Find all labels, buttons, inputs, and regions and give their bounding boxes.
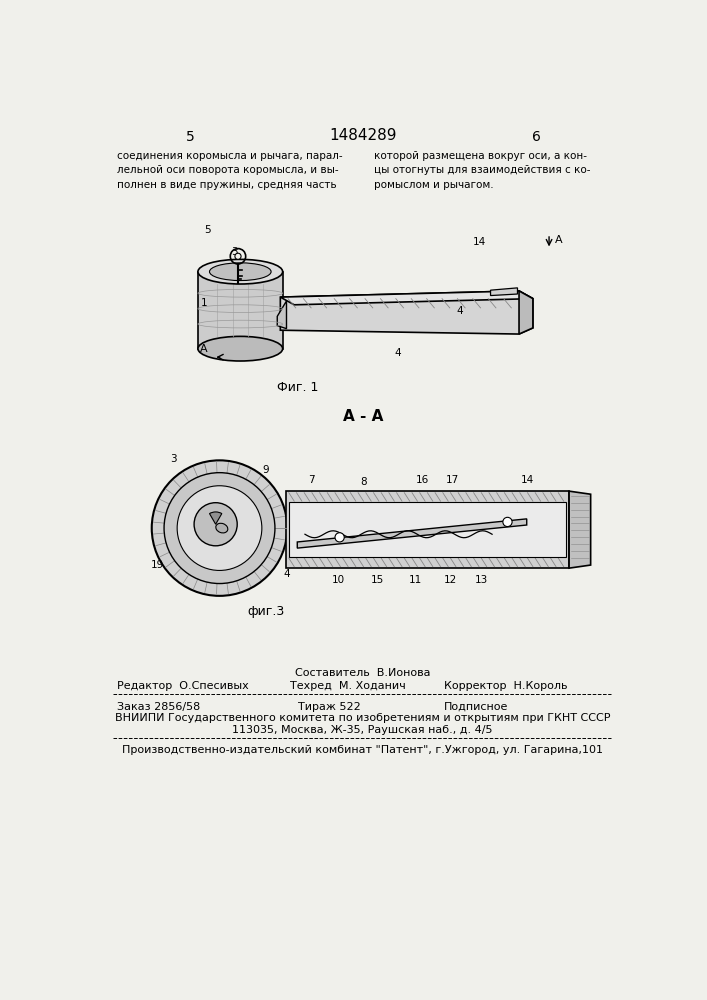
Text: 13: 13	[474, 575, 488, 585]
Polygon shape	[277, 301, 286, 329]
Text: Корректор  Н.Король: Корректор Н.Король	[444, 681, 568, 691]
Text: 19: 19	[151, 560, 165, 570]
Polygon shape	[297, 519, 527, 548]
Text: ВНИИПИ Государственного комитета по изобретениям и открытиям при ГКНТ СССР: ВНИИПИ Государственного комитета по изоб…	[115, 713, 610, 723]
Text: 113035, Москва, Ж-35, Раушская наб., д. 4/5: 113035, Москва, Ж-35, Раушская наб., д. …	[233, 725, 493, 735]
Circle shape	[152, 460, 287, 596]
Text: 3: 3	[232, 247, 238, 257]
Text: 10: 10	[332, 575, 344, 585]
Text: 9: 9	[262, 465, 269, 475]
Circle shape	[177, 486, 262, 570]
Text: соединения коромысла и рычага, парал-
лельной оси поворота коромысла, и вы-
полн: соединения коромысла и рычага, парал- ле…	[117, 151, 343, 190]
Text: 3: 3	[170, 454, 177, 464]
Circle shape	[503, 517, 512, 527]
Circle shape	[194, 503, 238, 546]
Text: Техред  М. Ходанич: Техред М. Ходанич	[291, 681, 406, 691]
Text: А - А: А - А	[342, 409, 383, 424]
Circle shape	[335, 533, 344, 542]
Polygon shape	[569, 491, 590, 568]
Text: 20: 20	[194, 569, 208, 579]
Ellipse shape	[216, 523, 228, 533]
Ellipse shape	[209, 263, 271, 281]
Text: 16: 16	[416, 475, 429, 485]
Text: Тираж 522: Тираж 522	[298, 702, 361, 712]
Text: Составитель  В.Ионова: Составитель В.Ионова	[295, 668, 431, 678]
Text: Подписное: Подписное	[444, 702, 509, 712]
Text: Редактор  О.Спесивых: Редактор О.Спесивых	[117, 681, 249, 691]
Polygon shape	[281, 291, 533, 305]
Polygon shape	[288, 502, 566, 557]
Text: 14: 14	[472, 237, 486, 247]
Text: Заказ 2856/58: Заказ 2856/58	[117, 702, 200, 712]
Text: 17: 17	[445, 475, 459, 485]
Text: 5: 5	[186, 130, 194, 144]
Polygon shape	[286, 491, 569, 568]
Polygon shape	[281, 291, 533, 334]
Text: 4: 4	[457, 306, 463, 316]
Text: 15: 15	[370, 575, 384, 585]
Text: 1484289: 1484289	[329, 128, 397, 143]
Text: 1: 1	[201, 298, 207, 308]
Text: 5: 5	[204, 225, 211, 235]
Polygon shape	[198, 272, 283, 349]
Text: которой размещена вокруг оси, а кон-
цы отогнуты для взаимодействия с ко-
ромысл: которой размещена вокруг оси, а кон- цы …	[373, 151, 590, 190]
Text: 2: 2	[249, 275, 255, 285]
Circle shape	[235, 253, 241, 259]
Text: 12: 12	[444, 575, 457, 585]
Text: 11: 11	[409, 575, 421, 585]
Text: 6: 6	[209, 517, 215, 527]
Text: A: A	[555, 235, 563, 245]
Text: A: A	[200, 344, 208, 354]
Text: 7: 7	[308, 475, 315, 485]
Text: 4: 4	[284, 569, 290, 579]
Ellipse shape	[198, 259, 283, 284]
Wedge shape	[209, 512, 222, 524]
Polygon shape	[519, 291, 533, 334]
Circle shape	[164, 473, 275, 584]
Text: фиг.3: фиг.3	[247, 605, 284, 618]
Text: Фиг. 1: Фиг. 1	[277, 381, 319, 394]
Text: 8: 8	[360, 477, 367, 487]
Ellipse shape	[198, 336, 283, 361]
Text: 6: 6	[532, 130, 541, 144]
Text: 4: 4	[395, 348, 402, 358]
Polygon shape	[491, 288, 518, 296]
Text: Производственно-издательский комбинат "Патент", г.Ужгород, ул. Гагарина,101: Производственно-издательский комбинат "П…	[122, 745, 603, 755]
Text: 14: 14	[521, 475, 534, 485]
